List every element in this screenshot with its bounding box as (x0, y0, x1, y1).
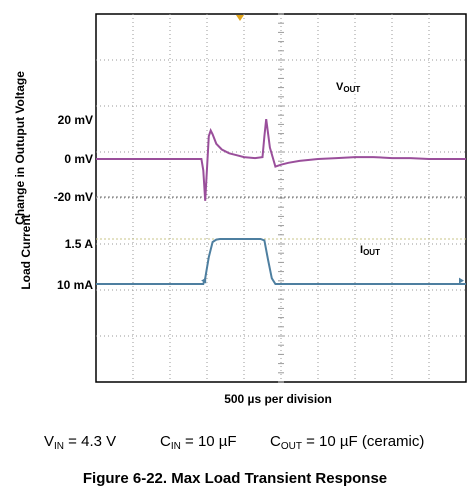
cin-condition: CIN = 10 µF (160, 433, 237, 452)
cursor-marker-right (459, 277, 464, 284)
current-axis-title: Load Current (19, 214, 33, 289)
x-axis-label: 500 µs per division (224, 392, 332, 406)
grid (96, 13, 466, 383)
axis-title-voltage: Change in Outuput Voltage (13, 71, 27, 225)
vout-trace-label: VOUT (336, 81, 360, 94)
iout-trace (96, 238, 466, 285)
vin-condition: VIN = 4.3 V (44, 433, 117, 452)
tick-label-0mv: 0 mV (64, 152, 93, 166)
axis-title-current: Load Current (19, 214, 33, 289)
oscilloscope-chart: Change in Outuput Voltage Load Current 2… (13, 13, 467, 406)
tick-label-neg20mv: -20 mV (54, 190, 93, 204)
cout-condition: COUT = 10 µF (ceramic) (270, 433, 425, 452)
vout-trace (96, 118, 466, 201)
iout-trace-label: IOUT (360, 244, 380, 257)
tick-label-1p5a: 1.5 A (65, 237, 94, 251)
trigger-marker (236, 15, 244, 21)
voltage-axis-title-line1: Change in Outuput Voltage (13, 71, 27, 225)
tick-label-20mv: 20 mV (58, 113, 93, 127)
tick-label-10ma: 10 mA (57, 278, 93, 292)
figure-caption: Figure 6-22. Max Load Transient Response (82, 470, 388, 487)
